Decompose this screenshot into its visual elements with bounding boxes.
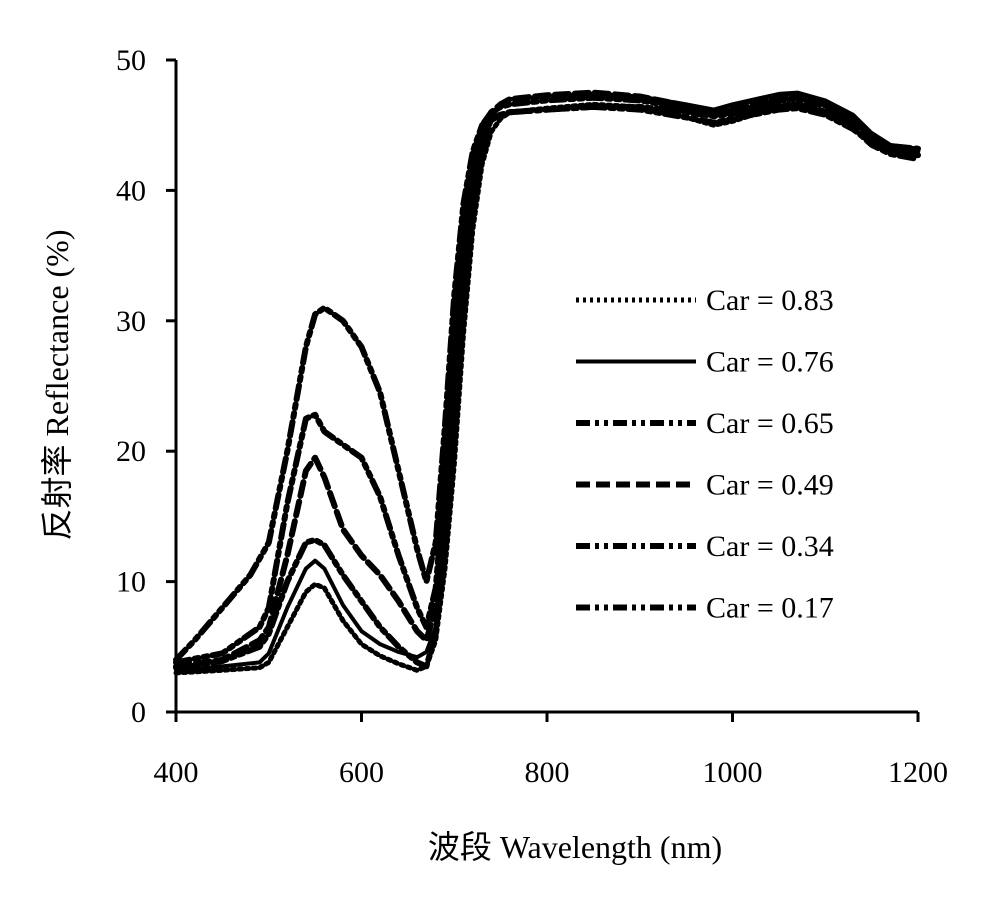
series-lines	[173, 89, 921, 676]
x-tick-label: 600	[339, 756, 384, 789]
x-axis-title: 波段 Wavelength (nm)	[428, 829, 722, 865]
legend-label-car-0-34: Car = 0.34	[706, 530, 834, 563]
series-line-car-0-65	[173, 101, 921, 663]
series-line-car-0-17	[173, 103, 921, 671]
y-tick-label: 40	[116, 174, 146, 207]
legend-label-car-0-49: Car = 0.49	[706, 469, 834, 502]
x-tick-label: 400	[154, 756, 199, 789]
y-tick-label: 50	[116, 44, 146, 77]
y-tick-label: 0	[131, 696, 146, 729]
legend: Car = 0.83 Car = 0.76 Car = 0.65 Car = 0.49…	[576, 284, 834, 625]
y-axis-title: 反射率 Reflectance (%)	[39, 230, 75, 541]
legend-label-car-0-17: Car = 0.17	[706, 592, 834, 625]
y-tick-label: 30	[116, 305, 146, 338]
x-tick-label: 800	[525, 756, 570, 789]
y-tick-label: 20	[116, 435, 146, 468]
x-tick-label: 1200	[888, 756, 948, 789]
axes	[166, 58, 920, 722]
x-tick-label: 1000	[703, 756, 763, 789]
legend-label-car-0-76: Car = 0.76	[706, 346, 834, 379]
y-tick-label: 10	[116, 566, 146, 599]
tick-labels: 0 10 20 30 40 50 400 600 800 1000 1200	[116, 44, 948, 789]
legend-label-car-0-83: Car = 0.83	[706, 284, 834, 317]
series-line-car-0-34	[173, 94, 921, 666]
legend-label-car-0-65: Car = 0.65	[706, 407, 834, 440]
